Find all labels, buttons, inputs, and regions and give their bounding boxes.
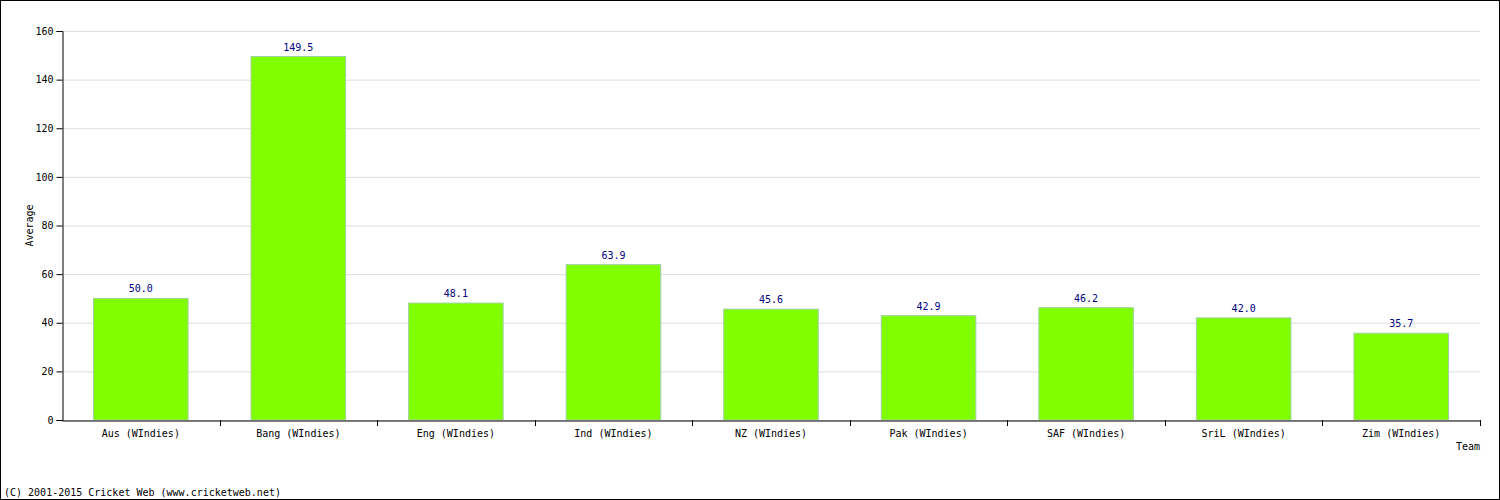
x-tick: Zim (WIndies) bbox=[1362, 421, 1440, 439]
x-tick-label: Aus (WIndies) bbox=[102, 428, 180, 439]
y-tick: 20 bbox=[41, 366, 62, 377]
data-label: 42.9 bbox=[917, 301, 941, 312]
annotations: (C) 2001-2015 Cricket Web (www.cricketwe… bbox=[4, 487, 281, 498]
x-separators bbox=[221, 420, 1481, 426]
y-tick-label: 20 bbox=[41, 366, 53, 377]
x-separator bbox=[377, 420, 378, 426]
data-label: 63.9 bbox=[601, 250, 625, 261]
bar bbox=[1039, 308, 1134, 420]
data-label: 149.5 bbox=[283, 42, 313, 53]
x-axis-title: Team bbox=[1456, 441, 1480, 452]
x-axis-line bbox=[63, 421, 1481, 422]
x-separator bbox=[1480, 420, 1481, 426]
data-labels: 50.0 149.5 48.1 63.9 45.6 42.9 46.2 42.0 35.7 bbox=[129, 42, 1414, 330]
y-tick-mark bbox=[57, 274, 63, 275]
bar bbox=[409, 303, 504, 420]
chart: 50.0 149.5 48.1 63.9 45.6 42.9 46.2 42.0 35.7 0 20… bbox=[0, 0, 1500, 500]
x-tick-label: Eng (WIndies) bbox=[417, 428, 495, 439]
data-label: 50.0 bbox=[129, 283, 153, 294]
x-separator bbox=[1007, 420, 1008, 426]
y-tick-mark bbox=[57, 80, 63, 81]
y-tick-mark bbox=[57, 177, 63, 178]
grid-line bbox=[62, 420, 1480, 421]
data-label: 48.1 bbox=[444, 288, 468, 299]
y-tick-label: 120 bbox=[35, 123, 53, 134]
y-tick: 120 bbox=[35, 123, 62, 134]
bar bbox=[1196, 318, 1291, 420]
bar bbox=[94, 298, 189, 420]
data-label: 45.6 bbox=[759, 294, 783, 305]
bar bbox=[724, 309, 819, 420]
y-tick: 60 bbox=[41, 269, 62, 280]
y-tick-label: 160 bbox=[35, 26, 53, 37]
bar bbox=[251, 57, 346, 420]
x-tick: Pak (WIndies) bbox=[889, 421, 967, 439]
y-axis-title: Average bbox=[24, 204, 35, 246]
y-tick-mark bbox=[57, 371, 63, 372]
x-tick: Ind (WIndies) bbox=[574, 421, 652, 439]
x-separator bbox=[220, 420, 221, 426]
x-tick-label: Ind (WIndies) bbox=[574, 428, 652, 439]
grid-line bbox=[62, 31, 1480, 32]
data-label: 46.2 bbox=[1074, 293, 1098, 304]
x-tick-label: Pak (WIndies) bbox=[889, 428, 967, 439]
bar bbox=[881, 316, 976, 420]
x-separator bbox=[1322, 420, 1323, 426]
bars bbox=[94, 57, 1449, 420]
y-tick-mark bbox=[57, 31, 63, 32]
y-tick-label: 140 bbox=[35, 74, 53, 85]
y-tick-label: 60 bbox=[41, 269, 53, 280]
y-tick-label: 80 bbox=[41, 220, 53, 231]
y-tick: 80 bbox=[41, 220, 62, 231]
data-label: 35.7 bbox=[1389, 318, 1413, 329]
x-separator bbox=[692, 420, 693, 426]
x-tick: NZ (WIndies) bbox=[735, 421, 807, 439]
x-tick-label: Zim (WIndies) bbox=[1362, 428, 1440, 439]
x-axis: Aus (WIndies) Bang (WIndies) Eng (WIndies)… bbox=[63, 421, 1481, 439]
x-tick-label: NZ (WIndies) bbox=[735, 428, 807, 439]
grid bbox=[62, 32, 1480, 421]
x-separator bbox=[850, 420, 851, 426]
y-tick-mark bbox=[57, 226, 63, 227]
x-tick: Eng (WIndies) bbox=[417, 421, 495, 439]
x-tick-label: Bang (WIndies) bbox=[256, 428, 340, 439]
x-separator bbox=[1165, 420, 1166, 426]
frame bbox=[1, 1, 1500, 500]
y-tick-mark bbox=[57, 323, 63, 324]
y-tick: 140 bbox=[35, 74, 62, 85]
y-tick: 40 bbox=[41, 317, 62, 328]
bar bbox=[566, 265, 661, 420]
y-tick-mark bbox=[57, 128, 63, 129]
x-tick-label: SriL (WIndies) bbox=[1202, 428, 1286, 439]
y-tick-mark bbox=[57, 420, 63, 421]
y-tick: 0 bbox=[47, 415, 62, 426]
y-tick-label: 100 bbox=[35, 172, 53, 183]
x-tick: SAF (WIndies) bbox=[1047, 421, 1125, 439]
bar bbox=[1354, 333, 1449, 420]
x-tick: Bang (WIndies) bbox=[256, 421, 340, 439]
y-tick: 160 bbox=[35, 26, 62, 37]
data-label: 42.0 bbox=[1232, 303, 1256, 314]
y-tick: 100 bbox=[35, 172, 62, 183]
x-separator bbox=[535, 420, 536, 426]
y-tick-label: 0 bbox=[47, 415, 53, 426]
y-tick-label: 40 bbox=[41, 317, 53, 328]
x-tick: SriL (WIndies) bbox=[1202, 421, 1286, 439]
y-axis-line bbox=[57, 32, 64, 421]
annotation: (C) 2001-2015 Cricket Web (www.cricketwe… bbox=[4, 487, 281, 498]
x-tick-label: SAF (WIndies) bbox=[1047, 428, 1125, 439]
y-axis: 0 20 40 60 80 100 120 140 160 bbox=[35, 26, 63, 426]
x-tick: Aus (WIndies) bbox=[102, 421, 180, 439]
